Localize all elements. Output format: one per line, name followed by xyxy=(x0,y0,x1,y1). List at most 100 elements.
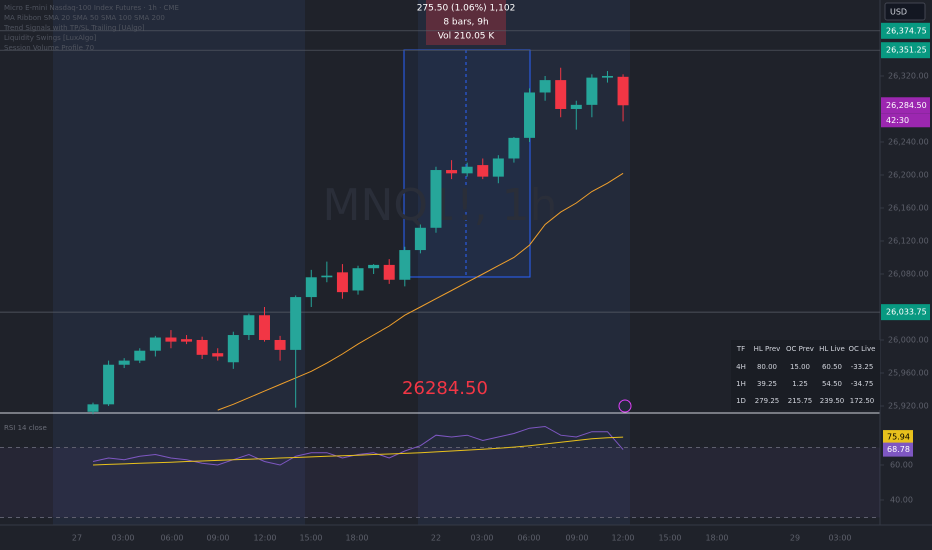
candle-body xyxy=(274,339,286,350)
table-cell: -33.25 xyxy=(851,363,874,371)
x-tick-label: 18:00 xyxy=(705,534,728,543)
candle-body xyxy=(149,337,161,351)
x-tick-label: 29 xyxy=(790,534,800,543)
price-label: 26,374.75 xyxy=(886,26,927,35)
candle-body xyxy=(430,170,442,228)
last-price: 26284.50 xyxy=(402,378,488,399)
currency-box[interactable] xyxy=(884,2,926,21)
price-label-box xyxy=(881,22,930,39)
x-tick-label: 03:00 xyxy=(828,534,851,543)
measure-bars: 8 bars, 9h xyxy=(443,18,488,28)
candle-body xyxy=(617,76,629,106)
candle-body xyxy=(321,275,333,278)
candle-body xyxy=(290,297,302,350)
rsi-value-box xyxy=(883,430,913,445)
table-cell: 39.25 xyxy=(757,380,777,388)
table-cell: 15.00 xyxy=(790,363,810,371)
candle-body xyxy=(336,272,348,293)
currency[interactable]: USD xyxy=(890,8,907,17)
y-tick-label: 26,000.00 xyxy=(888,335,929,344)
candle-body xyxy=(227,335,239,363)
rsi-value-label: 68.78 xyxy=(887,445,910,454)
x-tick-label: 09:00 xyxy=(206,534,229,543)
table-cell: 4H xyxy=(736,363,746,371)
candle-body xyxy=(258,315,270,340)
table-cell: 279.25 xyxy=(755,397,780,405)
moving-average xyxy=(217,172,624,411)
price-label: 26,033.75 xyxy=(886,308,927,317)
candle-body xyxy=(539,80,551,93)
candle-body xyxy=(305,277,317,298)
x-tick-label: 03:00 xyxy=(470,534,493,543)
table-cell: 172.50 xyxy=(850,397,875,405)
y-tick-label: 25,960.00 xyxy=(888,368,929,377)
legend-line: Session Volume Profile 70 xyxy=(4,44,94,52)
rsi-title: RSI 14 close xyxy=(4,424,47,432)
price-label: 26,351.25 xyxy=(886,46,927,55)
candle-body xyxy=(181,339,193,342)
y-tick-label: 25,920.00 xyxy=(888,401,929,410)
candle-body xyxy=(414,227,426,251)
candle-body xyxy=(352,268,364,291)
table-header: HL Live xyxy=(819,345,845,353)
event-icon[interactable] xyxy=(618,399,632,413)
rsi-ma xyxy=(92,436,624,466)
measure-info-box xyxy=(426,0,506,45)
table-cell: 215.75 xyxy=(788,397,813,405)
rsi-tick-label: 40.00 xyxy=(890,495,913,504)
candle-body xyxy=(461,166,473,174)
candle-body xyxy=(570,104,582,109)
legend-line: Trend Signals with TP/SL Trailing [UAlgo… xyxy=(3,24,145,32)
price-label-box xyxy=(881,97,930,114)
x-tick-label: 15:00 xyxy=(299,534,322,543)
table-header: OC Live xyxy=(849,345,876,353)
table-cell: -34.75 xyxy=(851,380,874,388)
session-band xyxy=(53,0,305,525)
rsi-band-fill xyxy=(0,447,880,518)
x-tick-label: 12:00 xyxy=(253,534,276,543)
x-tick-label: 12:00 xyxy=(611,534,634,543)
x-tick-label: 06:00 xyxy=(160,534,183,543)
x-tick-label: 15:00 xyxy=(658,534,681,543)
candle-body xyxy=(368,264,380,269)
y-tick-label: 26,320.00 xyxy=(888,71,929,80)
candle-body xyxy=(399,250,411,280)
candle-body xyxy=(446,170,458,174)
price-label-box xyxy=(881,304,930,321)
candle-body xyxy=(383,264,395,280)
candle-body xyxy=(524,92,536,138)
rsi-value-box xyxy=(883,442,913,457)
candle-body xyxy=(243,315,255,336)
table-cell: 60.50 xyxy=(822,363,842,371)
table-header: HL Prev xyxy=(754,345,781,353)
table-header: TF xyxy=(736,345,745,353)
candle-body xyxy=(165,337,177,342)
table-cell: 1D xyxy=(736,397,746,405)
y-tick-label: 26,240.00 xyxy=(888,137,929,146)
table-cell: 239.50 xyxy=(820,397,845,405)
price-label: 26,284.50 xyxy=(886,101,927,110)
x-tick-label: 06:00 xyxy=(517,534,540,543)
y-tick-label: 26,080.00 xyxy=(888,269,929,278)
candle-body xyxy=(196,339,208,355)
candle-body xyxy=(555,80,567,109)
y-tick-label: 26,120.00 xyxy=(888,236,929,245)
candle-body xyxy=(477,165,489,177)
countdown-box xyxy=(881,113,930,128)
rsi-value-label: 75.94 xyxy=(887,433,910,442)
x-tick-label: 09:00 xyxy=(565,534,588,543)
candle-body xyxy=(508,137,520,159)
candle-body xyxy=(87,404,99,412)
measure-change: 275.50 (1.06%) 1,102 xyxy=(417,4,516,14)
countdown: 42:30 xyxy=(886,116,909,125)
candle-body xyxy=(601,75,613,78)
table-cell: 54.50 xyxy=(822,380,842,388)
candle-body xyxy=(586,77,598,105)
x-tick-label: 22 xyxy=(431,534,441,543)
x-tick-label: 18:00 xyxy=(345,534,368,543)
table-cell: 1H xyxy=(736,380,746,388)
rsi-line xyxy=(92,425,624,466)
y-tick-label: 26,200.00 xyxy=(888,170,929,179)
rsi-tick-label: 60.00 xyxy=(890,460,913,469)
